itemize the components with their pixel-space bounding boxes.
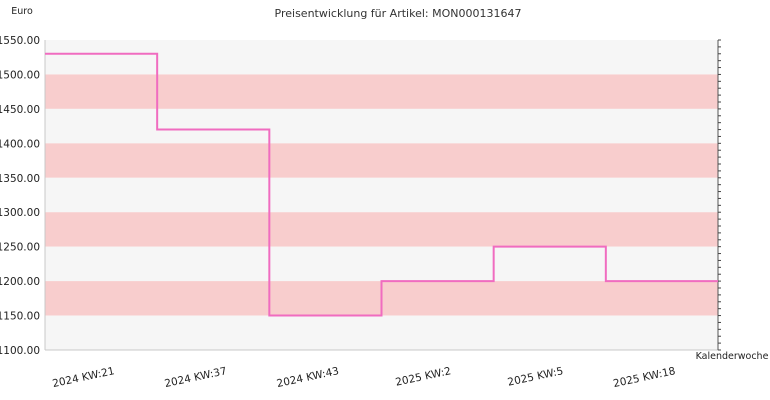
y-tick-label: 1400.00: [0, 138, 40, 150]
y-tick-labels: 1550.00 1500.00 1450.00 1400.00 1350.00 1300.…: [0, 35, 40, 357]
y-axis-label: Euro: [11, 6, 33, 17]
x-tick-label: 2025 KW:5: [507, 365, 565, 388]
background-band: [45, 315, 718, 350]
x-tick-label: 2025 KW:18: [612, 365, 676, 390]
y-tick-label: 1550.00: [0, 35, 40, 47]
background-band: [45, 246, 718, 282]
background-band: [45, 40, 718, 75]
background-band: [45, 177, 718, 213]
background-band: [45, 143, 718, 178]
x-tick-label: 2024 KW:43: [276, 365, 340, 390]
y-tick-label: 1350.00: [0, 173, 40, 185]
y-tick-label: 1450.00: [0, 104, 40, 116]
y-tick-label: 1300.00: [0, 207, 40, 219]
y-tick-label: 1250.00: [0, 242, 40, 254]
x-tick-label: 2024 KW:37: [164, 365, 228, 390]
axes: [44, 39, 721, 351]
x-axis-label: Kalenderwoche: [696, 351, 769, 362]
y-tick-label: 1100.00: [0, 345, 40, 357]
background-band: [45, 212, 718, 247]
price-step-line: [45, 52, 718, 317]
background-band: [45, 74, 718, 109]
x-tick-label: 2025 KW:2: [394, 365, 452, 388]
x-tick-labels: 2024 KW:21 2024 KW:37 2024 KW:43 2025 KW:2 2…: [51, 365, 676, 390]
background-band: [45, 108, 718, 144]
y-tick-label: 1500.00: [0, 69, 40, 81]
y-tick-label: 1150.00: [0, 311, 40, 323]
x-tick-label: 2024 KW:21: [51, 365, 115, 390]
y-tick-label: 1200.00: [0, 276, 40, 288]
series-layer: [45, 52, 718, 317]
chart-title: Preisentwicklung für Artikel: MON0001316…: [275, 7, 522, 20]
